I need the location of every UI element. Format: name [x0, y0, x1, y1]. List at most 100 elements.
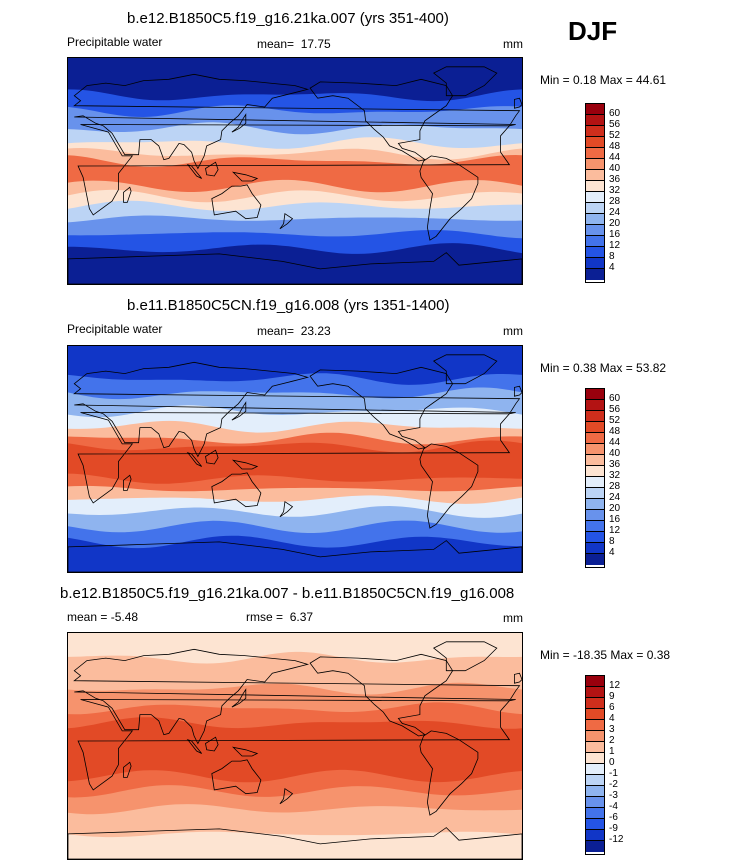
panel-3-title: b.e12.B1850C5.f19_g16.21ka.007 - b.e11.B…	[60, 585, 515, 602]
panel-1-mean: mean= 17.75	[257, 37, 331, 51]
colorbar-tick-label: 52	[609, 415, 621, 426]
colorbar-swatch	[586, 269, 604, 280]
coastline-eurasia	[73, 648, 521, 745]
colorbar-swatch	[586, 433, 604, 444]
colorbar-swatch	[586, 687, 604, 698]
colorbar-swatch	[586, 455, 604, 466]
colorbar-tick-label: 32	[609, 185, 621, 196]
panel-3-map	[67, 632, 523, 860]
colorbar-swatch	[586, 389, 604, 400]
colorbar-swatch	[586, 192, 604, 203]
panel-2-colorbar	[585, 388, 605, 568]
coastline-sumatra	[186, 163, 203, 179]
colorbar-tick-label: 52	[609, 130, 621, 141]
coastline-uk	[513, 97, 522, 109]
colorbar-swatch	[586, 115, 604, 126]
colorbar-swatch	[586, 444, 604, 455]
panel-2-title: b.e11.B1850C5CN.f19_g16.008 (yrs 1351-14…	[127, 297, 450, 314]
panel-2-mean-value: 23.23	[300, 324, 331, 338]
coastline-new-guinea	[231, 459, 259, 470]
colorbar-tick-label: 40	[609, 448, 621, 459]
coastline-uk	[513, 385, 522, 397]
colorbar-tick-label: 8	[609, 536, 615, 547]
field-plot	[68, 346, 522, 572]
panel-2-variable-label: Precipitable water	[67, 322, 163, 336]
colorbar-swatch	[586, 753, 604, 764]
coastline-japan	[231, 113, 247, 133]
contour-band-level-12	[68, 440, 522, 484]
colorbar-tick-label: 16	[609, 514, 621, 525]
panel-1-minmax: Min = 0.18 Max = 44.61	[540, 73, 667, 87]
field-plot	[68, 58, 522, 284]
colorbar-swatch	[586, 104, 604, 115]
colorbar-swatch	[586, 742, 604, 753]
coastline-madagascar	[123, 761, 132, 778]
coastline-new-zealand	[279, 213, 294, 230]
colorbar-swatch	[586, 797, 604, 808]
colorbar-tick-label: 36	[609, 459, 621, 470]
colorbar-swatch	[586, 258, 604, 269]
colorbar-swatch	[586, 126, 604, 137]
coastline-africa	[77, 412, 511, 504]
colorbar-tick-label: 8	[609, 251, 615, 262]
colorbar-swatch	[586, 477, 604, 488]
coastline-africa	[77, 124, 511, 216]
panel-1-mean-value: 17.75	[300, 37, 331, 51]
contour-band-level-12	[68, 717, 522, 783]
colorbar-swatch	[586, 159, 604, 170]
colorbar-tick-label: 20	[609, 503, 621, 514]
coastline-north-america	[309, 653, 454, 737]
colorbar-tick-label: 1	[609, 746, 615, 757]
coastline-south-america	[419, 730, 479, 816]
colorbar-tick-label: 48	[609, 426, 621, 437]
colorbar-tick-label: 24	[609, 207, 621, 218]
colorbar-swatch	[586, 181, 604, 192]
panel-3-units: mm	[503, 611, 523, 625]
colorbar-tick-label: 9	[609, 691, 615, 702]
colorbar-swatch	[586, 203, 604, 214]
colorbar-tick-label: 4	[609, 713, 615, 724]
colorbar-tick-label: 60	[609, 393, 621, 404]
coastline-japan	[231, 401, 247, 421]
colorbar-tick-label: -1	[609, 768, 618, 779]
colorbar-swatch	[586, 841, 604, 852]
colorbar-swatch	[586, 510, 604, 521]
panel-2-map	[67, 345, 523, 573]
colorbar-tick-label: 6	[609, 702, 615, 713]
coastline-madagascar	[123, 186, 132, 203]
colorbar-tick-label: 32	[609, 470, 621, 481]
colorbar-swatch	[586, 488, 604, 499]
colorbar-tick-label: 60	[609, 108, 621, 119]
panel-3-minmax: Min = -18.35 Max = 0.38	[540, 648, 671, 662]
colorbar-swatch	[586, 148, 604, 159]
contour-band-level-11	[68, 155, 522, 193]
colorbar-swatch	[586, 214, 604, 225]
colorbar-swatch	[586, 411, 604, 422]
colorbar-tick-label: 4	[609, 547, 615, 558]
colorbar-tick-label: -12	[609, 834, 624, 845]
coastline-sumatra	[186, 451, 203, 467]
colorbar-tick-label: 40	[609, 163, 621, 174]
colorbar-tick-label: -9	[609, 823, 618, 834]
colorbar-tick-label: 2	[609, 735, 615, 746]
panel-2-mean: mean= 23.23	[257, 324, 331, 338]
colorbar-swatch	[586, 137, 604, 148]
colorbar-swatch	[586, 775, 604, 786]
colorbar-swatch	[586, 521, 604, 532]
panel-3-rmse-label: rmse =	[246, 610, 284, 624]
colorbar-swatch	[586, 676, 604, 687]
colorbar-swatch	[586, 764, 604, 775]
colorbar-swatch	[586, 554, 604, 565]
coastline-antarctica	[68, 827, 522, 859]
colorbar-tick-label: -3	[609, 790, 618, 801]
coastline-uk	[513, 672, 522, 684]
coastline-borneo	[205, 161, 219, 177]
panel-3-rmse: rmse = 6.37	[246, 610, 313, 624]
colorbar-tick-label: 56	[609, 119, 621, 130]
coastline-eurasia	[73, 361, 521, 458]
coastline-greenland	[432, 354, 498, 385]
coastline-antarctica	[68, 540, 522, 572]
colorbar-swatch	[586, 466, 604, 477]
coastline-north-america	[309, 78, 454, 162]
coastline-greenland	[432, 66, 498, 97]
